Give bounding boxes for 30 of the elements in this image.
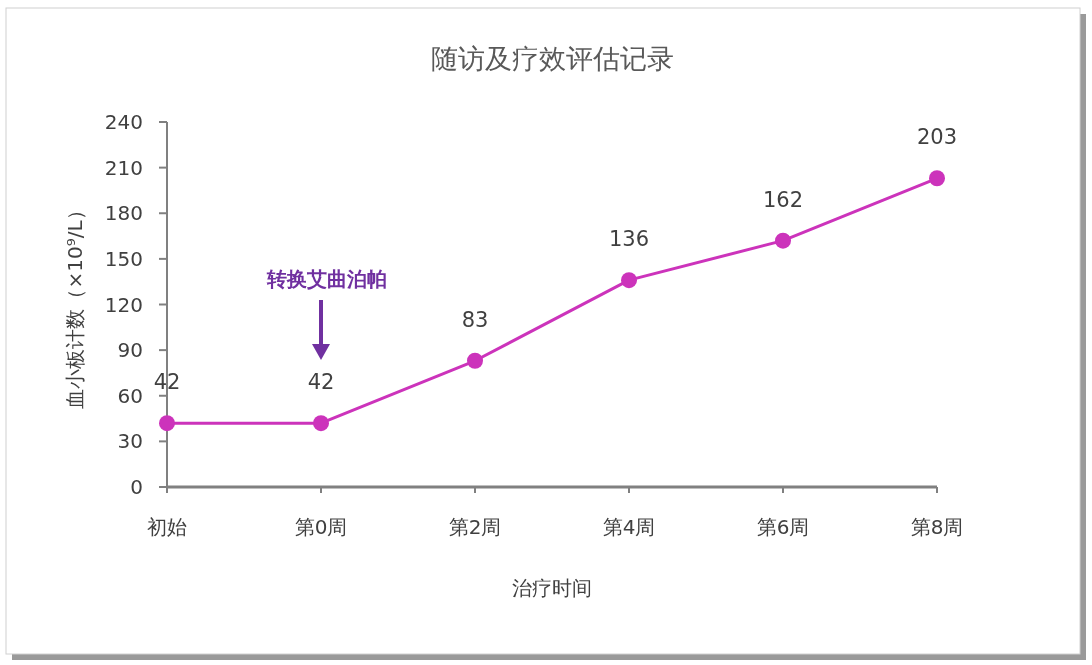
data-label: 42 xyxy=(307,370,335,395)
y-tick-label: 90 xyxy=(117,338,143,363)
data-label: 203 xyxy=(916,125,958,150)
y-tick-label: 150 xyxy=(104,246,143,271)
point xyxy=(313,415,329,432)
x-tick-label: 第2周 xyxy=(448,515,502,539)
y-tick-label: 120 xyxy=(104,292,143,317)
point xyxy=(159,415,175,432)
x-tick-label: 第8周 xyxy=(910,515,964,539)
y-tick-label: 0 xyxy=(130,475,143,499)
y-tick-label: 180 xyxy=(104,201,143,226)
point xyxy=(929,170,945,187)
data-label: 162 xyxy=(762,187,804,212)
x-tick-label: 初始 xyxy=(147,515,187,539)
point xyxy=(467,352,483,369)
point xyxy=(775,232,791,249)
x-tick-label: 第6周 xyxy=(756,515,810,539)
chart-title: 随访及疗效评估记录 xyxy=(430,43,674,74)
y-axis-title: 血小板计数（×10⁹/L） xyxy=(63,200,87,409)
y-tick-label: 30 xyxy=(117,429,143,454)
data-label: 136 xyxy=(608,227,650,252)
y-tick-label: 240 xyxy=(104,110,143,134)
x-tick-label: 第4周 xyxy=(602,515,656,539)
x-tick-label: 第0周 xyxy=(294,515,348,539)
annotation: 转换艾曲泊帕 xyxy=(266,267,387,291)
y-tick-label: 60 xyxy=(117,383,143,408)
point xyxy=(621,272,637,289)
data-label: 83 xyxy=(461,307,489,332)
x-axis-title: 治疗时间 xyxy=(512,576,592,600)
y-tick-label: 210 xyxy=(104,155,143,180)
